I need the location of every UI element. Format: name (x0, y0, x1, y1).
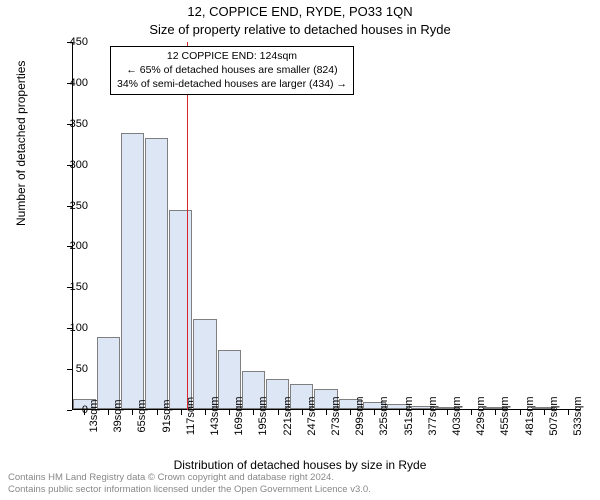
annotation-line: 34% of semi-detached houses are larger (… (117, 77, 347, 91)
x-tick (520, 410, 521, 415)
x-tick (423, 410, 424, 415)
x-tick-label: 377sqm (427, 396, 439, 435)
y-tick-label: 300 (48, 159, 88, 171)
y-axis-label: Number of detached properties (14, 61, 28, 226)
x-tick-label: 481sqm (524, 396, 536, 435)
y-axis-line (72, 42, 73, 410)
x-tick (495, 410, 496, 415)
page-title: 12, COPPICE END, RYDE, PO33 1QN (0, 4, 600, 19)
x-tick (157, 410, 158, 415)
x-tick (350, 410, 351, 415)
x-tick (181, 410, 182, 415)
annotation-line: ← 65% of detached houses are smaller (82… (117, 63, 347, 77)
x-tick (326, 410, 327, 415)
footer-line-2: Contains public sector information licen… (8, 484, 371, 496)
y-tick-label: 250 (48, 200, 88, 212)
histogram-bar (121, 133, 144, 409)
x-tick (253, 410, 254, 415)
x-tick (229, 410, 230, 415)
x-tick (399, 410, 400, 415)
footer-line-1: Contains HM Land Registry data © Crown c… (8, 472, 371, 484)
histogram-bar (97, 337, 120, 409)
y-tick-label: 150 (48, 281, 88, 293)
y-tick-label: 50 (48, 363, 88, 375)
x-tick (471, 410, 472, 415)
y-tick-label: 0 (48, 404, 88, 416)
annotation-line: 12 COPPICE END: 124sqm (117, 49, 347, 63)
y-tick-label: 350 (48, 118, 88, 130)
x-tick (108, 410, 109, 415)
y-tick-label: 400 (48, 77, 88, 89)
histogram-bar (169, 210, 192, 409)
x-tick (568, 410, 569, 415)
y-tick-label: 100 (48, 322, 88, 334)
x-tick-label: 533sqm (572, 396, 584, 435)
x-tick (132, 410, 133, 415)
x-tick (205, 410, 206, 415)
histogram-bar (145, 138, 168, 410)
x-tick (544, 410, 545, 415)
y-tick-label: 200 (48, 240, 88, 252)
chart-container: 12, COPPICE END, RYDE, PO33 1QN Size of … (0, 0, 600, 500)
x-tick-label: 455sqm (499, 396, 511, 435)
x-tick-label: 507sqm (548, 396, 560, 435)
x-tick-label: 403sqm (451, 396, 463, 435)
x-tick (302, 410, 303, 415)
annotation-box: 12 COPPICE END: 124sqm← 65% of detached … (110, 46, 354, 95)
x-tick-label: 429sqm (475, 396, 487, 435)
x-tick-label: 351sqm (403, 396, 415, 435)
footer-attribution: Contains HM Land Registry data © Crown c… (8, 472, 371, 496)
x-tick (374, 410, 375, 415)
x-tick (447, 410, 448, 415)
x-axis-label: Distribution of detached houses by size … (0, 458, 600, 472)
x-tick-label: 325sqm (378, 396, 390, 435)
chart-subtitle: Size of property relative to detached ho… (0, 22, 600, 37)
reference-line (187, 42, 188, 410)
x-tick (278, 410, 279, 415)
plot-area: 13sqm39sqm65sqm91sqm117sqm143sqm169sqm19… (72, 42, 580, 410)
y-tick-label: 450 (48, 36, 88, 48)
